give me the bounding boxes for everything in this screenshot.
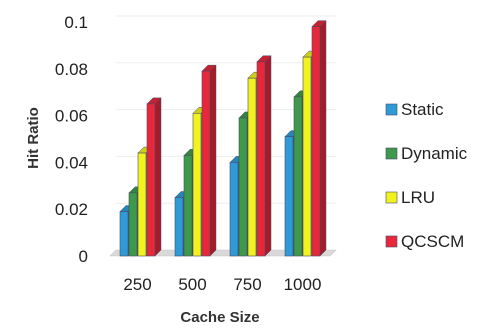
x-tick-labels: 250 500 750 1000 <box>123 275 321 294</box>
bar-front <box>311 26 321 257</box>
bar-front <box>128 192 138 257</box>
bar-front <box>183 155 193 257</box>
bar-front <box>119 211 129 257</box>
legend-swatch <box>385 103 398 116</box>
legend-item-dynamic: Dynamic <box>385 144 468 163</box>
legend-item-lru: LRU <box>385 188 435 207</box>
bar-front <box>256 61 266 257</box>
bar-front <box>302 56 312 257</box>
legend-item-static: Static <box>385 100 444 119</box>
bar-side <box>264 55 272 257</box>
y-tick-labels: 0 0.02 0.04 0.06 0.08 0.1 <box>55 13 88 266</box>
y-tick-label: 0.04 <box>55 153 88 172</box>
legend-swatch <box>385 147 398 160</box>
chart-floor-plane <box>109 249 337 257</box>
x-axis-title: Cache Size <box>180 309 259 326</box>
bar-qcscm-250 <box>146 97 162 257</box>
x-tick-label: 250 <box>123 275 151 294</box>
bar-qcscm-500 <box>201 64 217 257</box>
bars-group <box>119 20 327 257</box>
legend-label: QCSCM <box>401 232 464 251</box>
y-axis-title: Hit Ratio <box>25 107 42 169</box>
y-tick-label: 0 <box>79 247 88 266</box>
y-tick-label: 0.02 <box>55 200 88 219</box>
bar-side <box>319 20 327 257</box>
x-tick-label: 1000 <box>284 275 322 294</box>
y-tick-label: 0.1 <box>64 13 88 32</box>
legend: Static Dynamic LRU QCSCM <box>385 100 468 251</box>
bar-front <box>192 112 202 257</box>
bar-qcscm-1000 <box>311 20 327 257</box>
legend-label: LRU <box>401 188 435 207</box>
y-tick-label: 0.06 <box>55 107 88 126</box>
bar-front <box>146 103 156 257</box>
bar-front <box>137 152 147 257</box>
y-tick-label: 0.08 <box>55 60 88 79</box>
bar-front <box>284 136 294 257</box>
legend-label: Static <box>401 100 444 119</box>
bar-front <box>293 96 303 257</box>
bar-side <box>209 64 217 257</box>
legend-label: Dynamic <box>401 144 468 163</box>
legend-swatch <box>385 191 398 204</box>
bar-front <box>247 77 257 257</box>
bar-front <box>229 162 239 257</box>
bar-side <box>154 97 162 257</box>
x-tick-label: 750 <box>233 275 261 294</box>
bar-front <box>174 197 184 257</box>
bar-front <box>201 70 211 257</box>
legend-swatch <box>385 235 398 248</box>
legend-item-qcscm: QCSCM <box>385 232 464 251</box>
bar-qcscm-750 <box>256 55 272 257</box>
x-tick-label: 500 <box>178 275 206 294</box>
bar-front <box>238 117 248 257</box>
